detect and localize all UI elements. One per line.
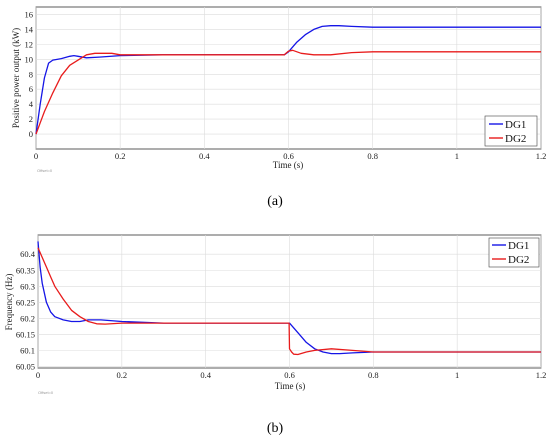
y-axis-label-b: Frequency (Hz) xyxy=(4,274,14,331)
x-tick-label-a: 1.2 xyxy=(536,151,547,161)
x-tick-label-b: 1 xyxy=(455,370,459,380)
x-tick-label-b: 1.2 xyxy=(536,370,547,380)
chart-panel-b: 0 0.2 0.4 0.6 0.8 1 1.2 60.05 60.1 60.15 60.2 60.25… xyxy=(4,234,546,436)
grid-b xyxy=(37,235,542,368)
legend-label-dg2-a: DG2 xyxy=(505,133,526,145)
y-tick-label-b: 60.15 xyxy=(16,329,35,339)
x-tick-label-a: 0.2 xyxy=(115,151,126,161)
y-tick-label-a: 0 xyxy=(29,129,33,139)
x-tick-label-b: 0.6 xyxy=(284,370,295,380)
y-tick-label-b: 60.2 xyxy=(20,313,35,323)
legend-a: DG1 DG2 xyxy=(484,115,538,147)
x-tick-label-b: 0.2 xyxy=(117,370,128,380)
series-a xyxy=(35,25,541,135)
y-tick-label-a: 12 xyxy=(25,39,34,49)
x-tick-label-b: 0.8 xyxy=(368,370,379,380)
y-tick-label-b: 60.25 xyxy=(16,297,35,307)
legend-b: DG1 DG2 xyxy=(488,237,540,268)
y-tick-label-a: 16 xyxy=(25,9,34,19)
y-tick-label-a: 4 xyxy=(29,99,34,109)
x-axis-label-a: Time (s) xyxy=(273,160,303,170)
y-tick-label-b: 60.3 xyxy=(20,281,35,291)
series-line-dg2-b xyxy=(37,247,541,356)
x-tick-label-a: 0.4 xyxy=(199,151,210,161)
x-tick-label-a: 0 xyxy=(34,151,38,161)
legend-box-b xyxy=(488,237,540,268)
y-tick-label-b: 60.35 xyxy=(16,265,35,275)
y-tick-label-b: 60.4 xyxy=(20,249,36,259)
series-b xyxy=(37,241,541,356)
legend-label-dg1-b: DG1 xyxy=(508,240,529,252)
y-tick-label-a: 8 xyxy=(29,69,33,79)
legend-label-dg2-b: DG2 xyxy=(508,254,529,266)
ticks-b: 0 0.2 0.4 0.6 0.8 1 1.2 60.05 60.1 60.15 60.2 60.25… xyxy=(16,249,546,380)
panel-caption-b: (b) xyxy=(267,421,284,436)
y-tick-label-a: 10 xyxy=(25,54,34,64)
legend-label-dg1-a: DG1 xyxy=(505,119,526,131)
y-axis-label-a: Positive power output (kW) xyxy=(11,28,21,128)
y-tick-label-b: 60.05 xyxy=(16,361,35,371)
x-tick-label-a: 0.8 xyxy=(367,151,378,161)
x-tick-label-b: 0.4 xyxy=(200,370,211,380)
y-tick-label-a: 14 xyxy=(25,24,34,34)
offset-label-a: Offset=0 xyxy=(37,168,53,173)
ticks-a: 0 0.2 0.4 0.6 0.8 1 1.2 0 2 4 6 8 10 12 14 16 xyxy=(25,9,547,161)
y-tick-label-b: 60.1 xyxy=(20,345,35,355)
x-axis-label-b: Time (s) xyxy=(275,381,305,391)
offset-label-b: Offset=0 xyxy=(38,390,54,395)
y-tick-label-a: 6 xyxy=(29,84,33,94)
panel-caption-a: (a) xyxy=(267,194,283,209)
chart-panel-a: 0 0.2 0.4 0.6 0.8 1 1.2 0 2 4 6 8 10 12 14 16 Positive … xyxy=(11,6,547,209)
series-line-dg2-a xyxy=(35,49,541,135)
y-tick-label-a: 2 xyxy=(29,114,33,124)
grid-a xyxy=(35,7,542,149)
legend-box-a xyxy=(484,115,538,147)
x-tick-label-a: 1 xyxy=(455,151,459,161)
x-tick-label-a: 0.6 xyxy=(283,151,294,161)
x-tick-label-b: 0 xyxy=(36,370,40,380)
